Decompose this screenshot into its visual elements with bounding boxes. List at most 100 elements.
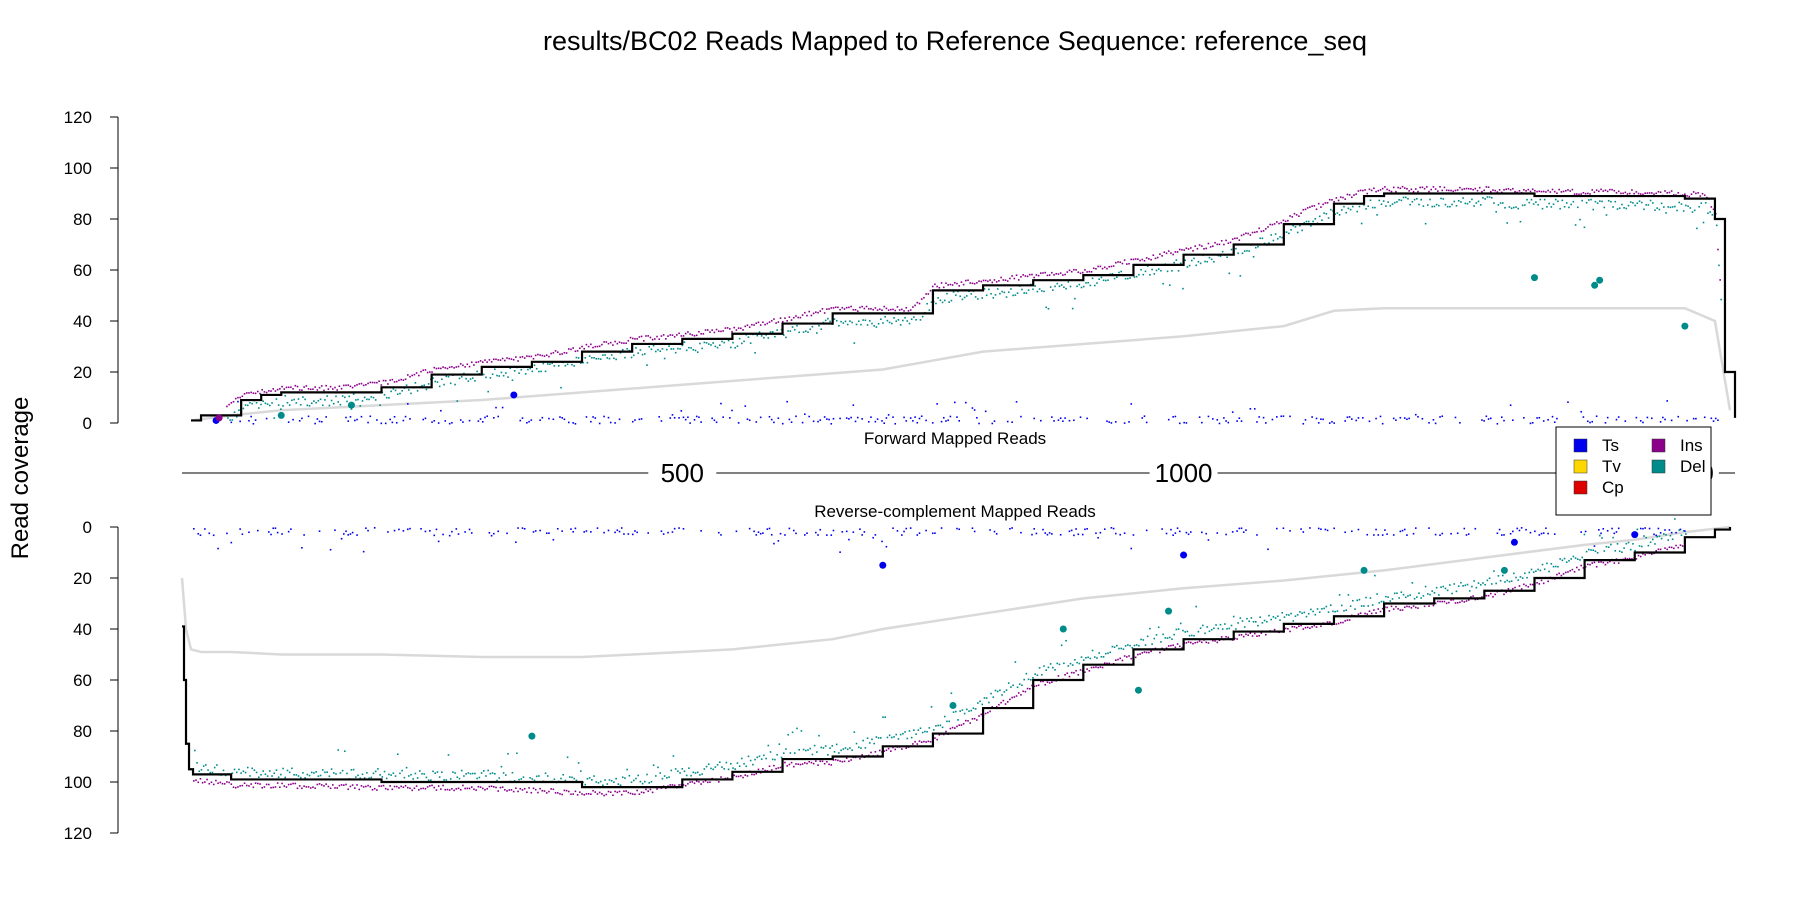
reverse-ts-dot	[819, 528, 822, 531]
forward-ts-dot	[839, 417, 841, 420]
forward-ins-dot	[1695, 192, 1697, 195]
reverse-ins-dot	[823, 762, 826, 765]
reverse-ins-dot	[1644, 553, 1646, 556]
forward-del-dot	[458, 377, 461, 380]
reverse-del-dot	[1316, 608, 1319, 610]
reverse-ins-dot	[1256, 635, 1258, 637]
reverse-ts-dot	[1366, 533, 1369, 536]
forward-del-dot	[599, 358, 602, 360]
forward-ins-dot	[618, 341, 621, 343]
forward-ts-dot	[265, 417, 268, 420]
reverse-del-dot	[1674, 518, 1676, 520]
reverse-ins-dot	[1220, 636, 1223, 638]
reverse-del-dot	[280, 773, 282, 776]
reverse-ins-dot	[1346, 619, 1349, 621]
forward-ins-dot	[343, 384, 345, 387]
forward-del-dot	[1197, 260, 1200, 263]
forward-ins-dot	[1406, 188, 1408, 190]
reverse-ins-dot	[598, 791, 601, 794]
forward-ins-dot	[887, 309, 890, 311]
forward-ins-dot	[945, 282, 947, 285]
reverse-ins-dot	[1099, 666, 1102, 668]
reverse-ins-dot	[204, 781, 206, 783]
forward-del-dot	[1243, 250, 1246, 252]
reverse-ins-dot	[792, 765, 795, 768]
reverse-ins-dot	[1518, 585, 1521, 587]
forward-del-dot	[355, 399, 357, 401]
reverse-ins-dot	[1075, 669, 1077, 672]
reverse-del-dot	[813, 744, 816, 747]
reverse-del-dot	[1667, 539, 1670, 541]
forward-del-dot	[818, 324, 820, 327]
reverse-del-dot	[1102, 656, 1105, 658]
reverse-del-dot	[1087, 656, 1089, 659]
forward-del-dot	[1001, 290, 1003, 293]
forward-ins-dot	[1218, 243, 1221, 246]
reverse-del-dot	[1285, 613, 1288, 616]
forward-ins-dot	[1712, 208, 1715, 211]
forward-ins-dot	[934, 283, 936, 286]
forward-del-dot	[593, 357, 595, 359]
forward-ins-dot	[837, 306, 839, 309]
forward-del-dot	[1076, 285, 1078, 288]
reverse-del-dot	[1374, 574, 1376, 577]
forward-ts-dot	[1185, 422, 1188, 424]
forward-ins-dot	[1655, 192, 1657, 195]
reverse-del-dot	[304, 777, 306, 779]
forward-ins-dot	[1534, 189, 1536, 192]
forward-ins-dot	[442, 366, 444, 368]
forward-del-dot	[608, 357, 611, 360]
forward-ins-dot	[762, 321, 764, 324]
reverse-del-dot	[1559, 558, 1561, 560]
forward-del-dot	[1718, 264, 1720, 267]
forward-ins-dot	[1095, 268, 1097, 270]
forward-del-dot	[1246, 249, 1248, 252]
reverse-del-dot	[1032, 677, 1034, 679]
reverse-del-dot	[1085, 656, 1087, 659]
forward-ins-dot	[1529, 190, 1532, 193]
forward-del-dot	[1100, 276, 1103, 279]
forward-del-dot	[842, 322, 845, 324]
forward-y-tick-label: 0	[83, 414, 92, 433]
reverse-ts-dot	[1011, 527, 1013, 529]
forward-del-dot	[1138, 273, 1140, 276]
forward-ts-dot	[1304, 419, 1307, 421]
legend-swatch-del	[1651, 459, 1666, 474]
reverse-del-dot	[244, 771, 247, 774]
reverse-ins-dot	[199, 778, 202, 780]
reverse-del-dot	[419, 770, 421, 772]
forward-ins-dot	[1229, 241, 1232, 244]
reverse-del-dot	[1263, 619, 1266, 622]
reverse-ins-dot	[1567, 571, 1569, 573]
reverse-ins-dot	[927, 740, 930, 743]
reverse-del-dot	[1323, 607, 1325, 610]
reverse-del-dot	[308, 774, 311, 777]
reverse-marker-del	[1059, 625, 1067, 633]
reverse-ins-dot	[1245, 633, 1247, 636]
reverse-ts-dot	[208, 532, 211, 535]
forward-ins-dot	[731, 330, 733, 333]
forward-del-dot	[630, 356, 633, 359]
forward-del-dot	[542, 362, 545, 365]
forward-ts-dot	[976, 416, 978, 419]
reverse-del-dot	[743, 762, 745, 765]
forward-ins-dot	[845, 306, 848, 309]
reverse-del-dot	[1438, 594, 1440, 596]
forward-ins-dot	[856, 310, 859, 312]
reverse-ts-dot	[1600, 532, 1602, 535]
reverse-ins-dot	[320, 784, 323, 786]
forward-ins-dot	[1006, 280, 1009, 282]
forward-ins-dot	[1258, 227, 1260, 230]
reverse-ins-dot	[1306, 626, 1309, 629]
forward-ts-dot	[354, 419, 356, 422]
reverse-del-dot	[926, 730, 928, 733]
forward-ins-dot	[1249, 234, 1252, 236]
reverse-ts-dot	[1655, 534, 1657, 537]
forward-ins-dot	[640, 335, 643, 338]
forward-ins-dot	[627, 339, 630, 342]
reverse-ins-dot	[1181, 647, 1183, 649]
reverse-del-dot	[1268, 614, 1270, 617]
forward-ts-dot	[345, 416, 347, 419]
reverse-del-dot	[1334, 610, 1336, 613]
forward-ins-dot	[1448, 189, 1450, 192]
